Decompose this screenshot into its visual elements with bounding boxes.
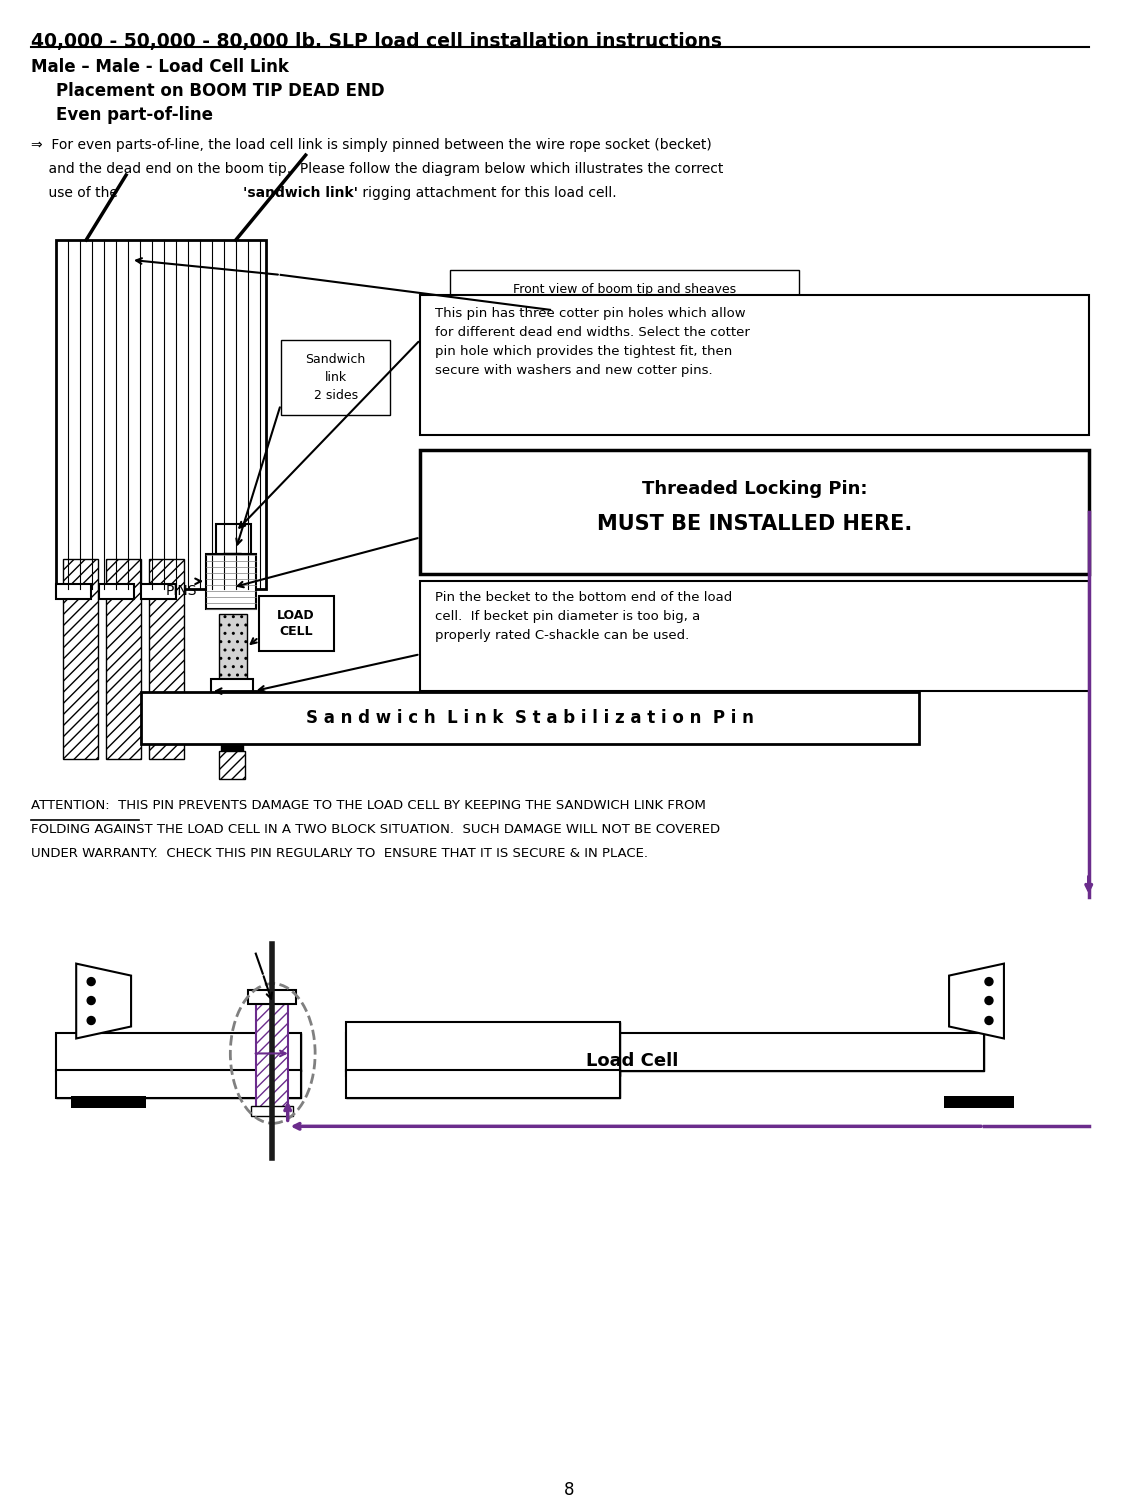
Bar: [56, 1034, 300, 1071]
Bar: [221, 699, 242, 714]
Bar: [72, 1097, 146, 1108]
Bar: [218, 751, 245, 779]
Bar: [281, 340, 390, 415]
Text: This pin has three cotter pin holes which allow
for different dead end widths. S: This pin has three cotter pin holes whic…: [436, 306, 750, 377]
Bar: [223, 554, 241, 572]
Circle shape: [88, 996, 96, 1005]
Bar: [206, 554, 256, 610]
Polygon shape: [949, 964, 1004, 1038]
Bar: [64, 560, 98, 759]
Text: FOLDING AGAINST THE LOAD CELL IN A TWO BLOCK SITUATION.  SUCH DAMAGE WILL NOT BE: FOLDING AGAINST THE LOAD CELL IN A TWO B…: [32, 822, 720, 836]
Bar: [221, 709, 242, 754]
Text: Sandwich
link
2 sides: Sandwich link 2 sides: [305, 353, 365, 401]
Text: PINS: PINS: [166, 584, 198, 598]
Bar: [141, 693, 920, 744]
Bar: [945, 1097, 1014, 1108]
Text: UNDER WARRANTY.  CHECK THIS PIN REGULARLY TO  ENSURE THAT IT IS SECURE & IN PLAC: UNDER WARRANTY. CHECK THIS PIN REGULARLY…: [32, 847, 649, 860]
Circle shape: [88, 1017, 96, 1025]
Bar: [250, 1106, 292, 1117]
Text: MUST BE INSTALLED HERE.: MUST BE INSTALLED HERE.: [597, 515, 913, 534]
Bar: [218, 614, 247, 679]
Bar: [216, 525, 250, 554]
Text: ATTENTION:  THIS PIN PREVENTS DAMAGE TO THE LOAD CELL BY KEEPING THE SANDWICH LI: ATTENTION: THIS PIN PREVENTS DAMAGE TO T…: [32, 798, 707, 812]
Text: use of the: use of the: [32, 186, 123, 201]
Circle shape: [986, 1017, 993, 1025]
Bar: [248, 990, 296, 1003]
Text: ⇒  For even parts-of-line, the load cell link is simply pinned between the wire : ⇒ For even parts-of-line, the load cell …: [32, 139, 712, 152]
Bar: [106, 560, 141, 759]
Bar: [346, 1022, 620, 1076]
Bar: [346, 1034, 984, 1071]
Text: LOAD
CELL: LOAD CELL: [278, 610, 315, 638]
Bar: [149, 560, 184, 759]
Circle shape: [88, 978, 96, 985]
Bar: [451, 270, 799, 309]
Circle shape: [986, 978, 993, 985]
Bar: [56, 584, 91, 599]
Bar: [420, 450, 1089, 575]
Bar: [223, 575, 241, 590]
Bar: [346, 1022, 620, 1076]
Text: Placement on BOOM TIP DEAD END: Placement on BOOM TIP DEAD END: [56, 81, 385, 100]
Bar: [56, 1070, 300, 1099]
Text: 40,000 - 50,000 - 80,000 lb. SLP load cell installation instructions: 40,000 - 50,000 - 80,000 lb. SLP load ce…: [32, 32, 723, 51]
Text: Front view of boom tip and sheaves: Front view of boom tip and sheaves: [513, 284, 736, 296]
Bar: [420, 294, 1089, 435]
Text: Threaded Locking Pin:: Threaded Locking Pin:: [642, 480, 867, 498]
Text: and the dead end on the boom tip.  Please follow the diagram below which illustr: and the dead end on the boom tip. Please…: [32, 161, 724, 177]
Text: Load Cell: Load Cell: [586, 1052, 678, 1070]
Bar: [346, 1034, 984, 1071]
Bar: [56, 1070, 300, 1099]
Text: Pin the becket to the bottom end of the load
cell.  If becket pin diameter is to: Pin the becket to the bottom end of the …: [436, 592, 733, 643]
Bar: [56, 240, 266, 590]
Text: Male – Male - Load Cell Link: Male – Male - Load Cell Link: [32, 59, 289, 77]
Text: 'sandwich link': 'sandwich link': [242, 186, 357, 201]
Polygon shape: [76, 964, 131, 1038]
Bar: [258, 596, 333, 652]
Text: Even part-of-line: Even part-of-line: [56, 106, 213, 124]
Text: rigging attachment for this load cell.: rigging attachment for this load cell.: [357, 186, 616, 201]
Bar: [256, 1003, 288, 1108]
Bar: [141, 584, 176, 599]
Bar: [99, 584, 134, 599]
Bar: [346, 1070, 620, 1099]
Bar: [346, 1070, 620, 1099]
Circle shape: [986, 996, 993, 1005]
Text: S a n d w i c h  L i n k  S t a b i l i z a t i o n  P i n: S a n d w i c h L i n k S t a b i l i z …: [306, 709, 754, 727]
Bar: [420, 581, 1089, 691]
Text: 8: 8: [563, 1480, 575, 1498]
Bar: [211, 679, 253, 702]
Bar: [56, 1034, 300, 1071]
